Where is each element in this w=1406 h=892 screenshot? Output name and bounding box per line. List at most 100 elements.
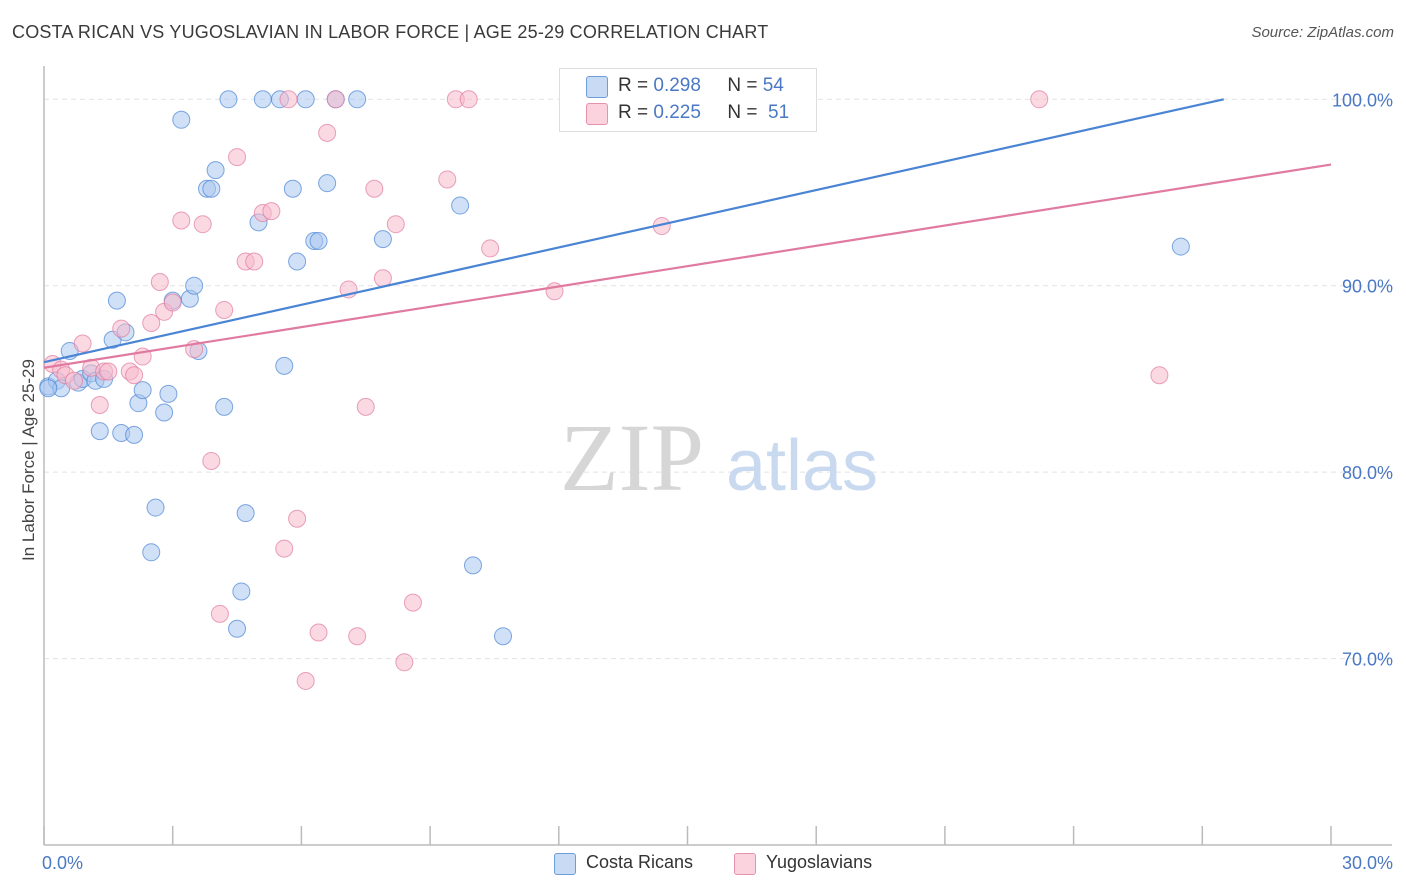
data-point (155, 403, 174, 422)
data-point (65, 371, 84, 390)
trend-line-1 (43, 163, 1332, 369)
trend-lines (43, 98, 1332, 369)
data-point (464, 556, 482, 575)
data-point (172, 110, 191, 129)
data-point (210, 604, 229, 623)
y-tick-label: 90.0% (1342, 277, 1393, 297)
legend-label: Costa Ricans (586, 852, 694, 872)
data-point (236, 504, 255, 523)
data-point (150, 272, 169, 291)
data-point (215, 397, 234, 416)
n-value: 51 (768, 102, 790, 123)
data-point (232, 582, 251, 601)
data-point (193, 215, 212, 234)
series-legend: Costa Ricans Yugoslavians (0, 852, 1406, 878)
data-point (228, 619, 247, 638)
x-tick-label: 30.0% (1342, 853, 1393, 873)
data-point (326, 90, 345, 109)
trend-line-0 (43, 98, 1224, 364)
r-label: R = (618, 75, 649, 96)
data-point (73, 334, 92, 353)
data-point (228, 148, 247, 167)
data-point (459, 90, 478, 109)
legend-swatch-blue (586, 76, 608, 98)
data-point (451, 196, 470, 215)
data-point (262, 202, 281, 221)
grid-lines (44, 98, 1392, 660)
data-point (112, 319, 131, 338)
n-label: N = (727, 75, 758, 96)
data-point (348, 627, 367, 646)
r-value: 0.225 (653, 102, 701, 123)
data-point (1030, 90, 1049, 109)
data-point (288, 509, 307, 528)
data-point (275, 539, 294, 558)
watermark: ZIP atlas (560, 404, 878, 511)
data-point (494, 627, 513, 646)
source-label: Source: ZipAtlas.com (1251, 24, 1394, 41)
series-yugoslavians (43, 90, 1169, 690)
n-value: 54 (762, 75, 784, 96)
data-point (275, 356, 294, 375)
data-point (107, 291, 126, 310)
data-point (202, 179, 221, 198)
y-axis-label: In Labor Force | Age 25-29 (19, 359, 38, 561)
data-point (318, 174, 337, 193)
data-point (356, 397, 375, 416)
data-point (438, 170, 457, 189)
legend-swatch-blue (554, 853, 576, 875)
data-point (185, 276, 204, 295)
data-point (133, 381, 152, 400)
x-tick-label: 0.0% (42, 853, 83, 873)
data-point (309, 623, 328, 642)
data-point (309, 231, 328, 250)
legend-swatch-pink (586, 103, 608, 125)
data-point (296, 671, 315, 690)
data-point (99, 362, 118, 381)
y-tick-label: 80.0% (1342, 463, 1393, 483)
chart-title: COSTA RICAN VS YUGOSLAVIAN IN LABOR FORC… (12, 22, 769, 42)
data-point (1150, 366, 1169, 385)
data-point (202, 451, 221, 470)
data-point (283, 179, 302, 198)
data-point (125, 366, 144, 385)
data-point (125, 425, 144, 444)
data-point (142, 543, 161, 562)
data-point (1171, 237, 1190, 256)
data-point (159, 384, 178, 403)
y-tick-label: 70.0% (1342, 650, 1393, 670)
stats-legend: R = 0.298 N = 54 R = 0.225 N = 51 (559, 68, 817, 132)
data-point (386, 215, 405, 234)
data-point (373, 230, 392, 249)
data-point (348, 90, 367, 109)
data-point (146, 498, 165, 517)
r-value: 0.298 (653, 75, 701, 96)
data-point (318, 123, 337, 142)
y-tick-label: 100.0% (1332, 90, 1393, 110)
data-point (245, 252, 264, 271)
axes (43, 66, 1392, 846)
data-point (206, 161, 225, 180)
data-point (219, 90, 238, 109)
data-point (163, 293, 182, 312)
watermark-zip: ZIP (560, 404, 704, 511)
data-point (172, 211, 191, 230)
data-point (90, 422, 109, 441)
data-point (253, 90, 272, 109)
data-point (296, 90, 315, 109)
data-point (39, 379, 58, 398)
data-point (403, 593, 422, 612)
r-label: R = (618, 102, 649, 123)
data-point (365, 179, 384, 198)
data-point (90, 396, 109, 415)
data-point (215, 300, 234, 319)
data-point (288, 252, 307, 271)
data-point (279, 90, 298, 109)
n-label: N = (727, 102, 758, 123)
tick-labels: 70.0% 80.0% 90.0% 100.0% 0.0% 30.0% (42, 90, 1393, 873)
legend-label: Yugoslavians (766, 852, 873, 872)
series-costa-ricans (39, 90, 1190, 646)
watermark-atlas: atlas (726, 426, 878, 506)
data-point (142, 314, 161, 332)
